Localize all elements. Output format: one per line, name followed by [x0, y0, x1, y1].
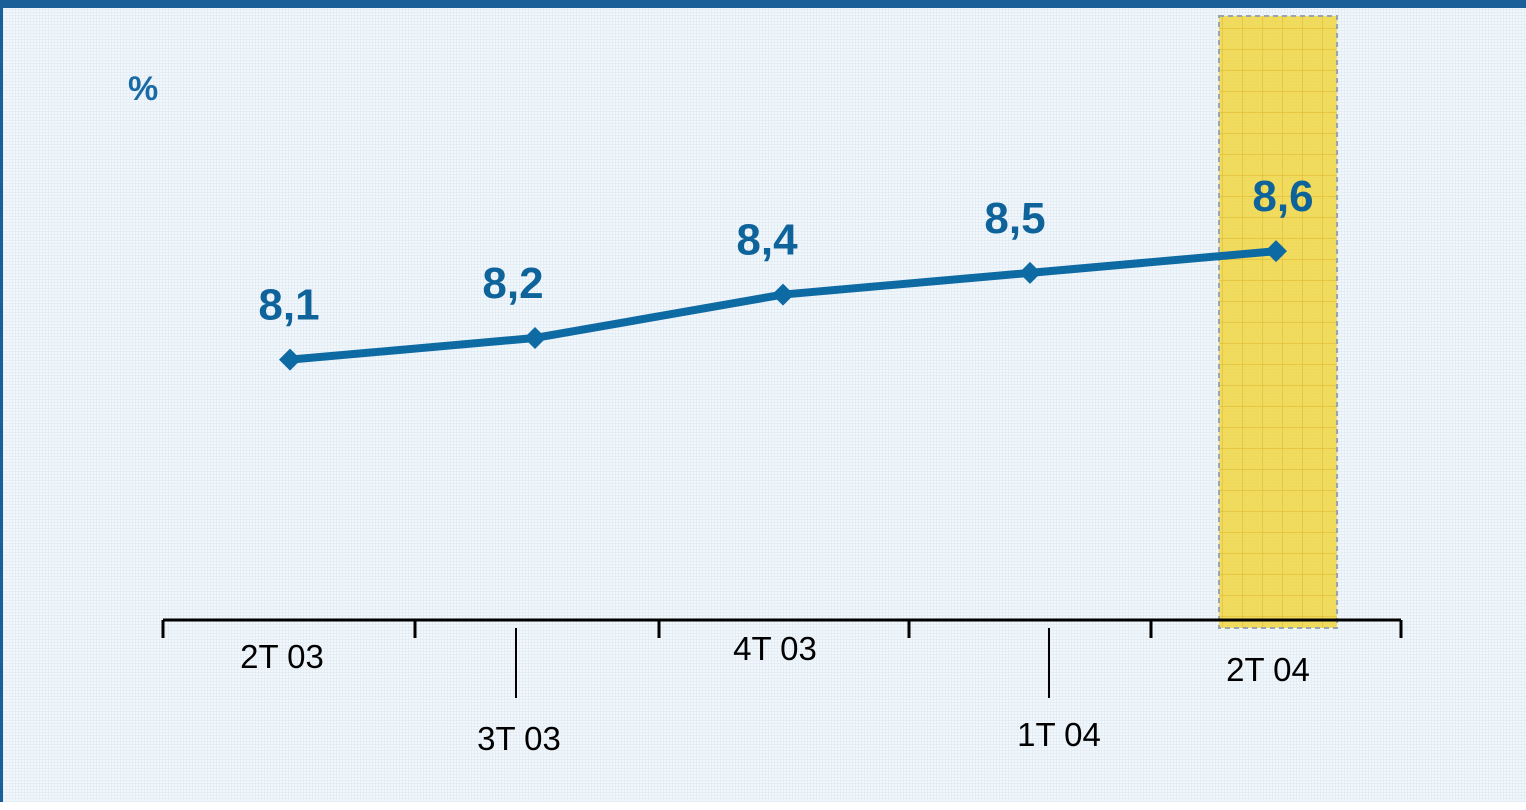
data-point-marker — [524, 326, 546, 349]
data-point-marker — [1265, 240, 1287, 263]
data-point-marker — [772, 283, 794, 306]
data-point-marker — [279, 348, 301, 371]
x-tick-label: 3T 03 — [477, 720, 561, 757]
data-label: 8,1 — [258, 281, 319, 330]
x-tick-label: 4T 03 — [733, 630, 817, 667]
data-label: 8,5 — [984, 194, 1045, 243]
x-tick-label: 2T 04 — [1226, 651, 1310, 688]
highlight-band-texture — [1219, 16, 1337, 628]
data-label: 8,4 — [736, 216, 798, 265]
unit-label: % — [128, 70, 158, 108]
x-axis: 2T 03 3T 03 4T 03 1T 04 2T 04 — [161, 618, 1403, 757]
highlight-band-border — [1218, 15, 1338, 629]
data-label: 8,2 — [482, 259, 543, 308]
data-point-marker — [1019, 261, 1041, 284]
x-tick-label: 2T 03 — [240, 638, 324, 675]
x-tick-label: 1T 04 — [1017, 716, 1101, 753]
data-label: 8,6 — [1252, 172, 1313, 221]
line-chart: % 2T 03 3T 03 4T 03 1T 04 2T 04 8,1 8,2 8,4 8,5… — [128, 15, 1403, 757]
